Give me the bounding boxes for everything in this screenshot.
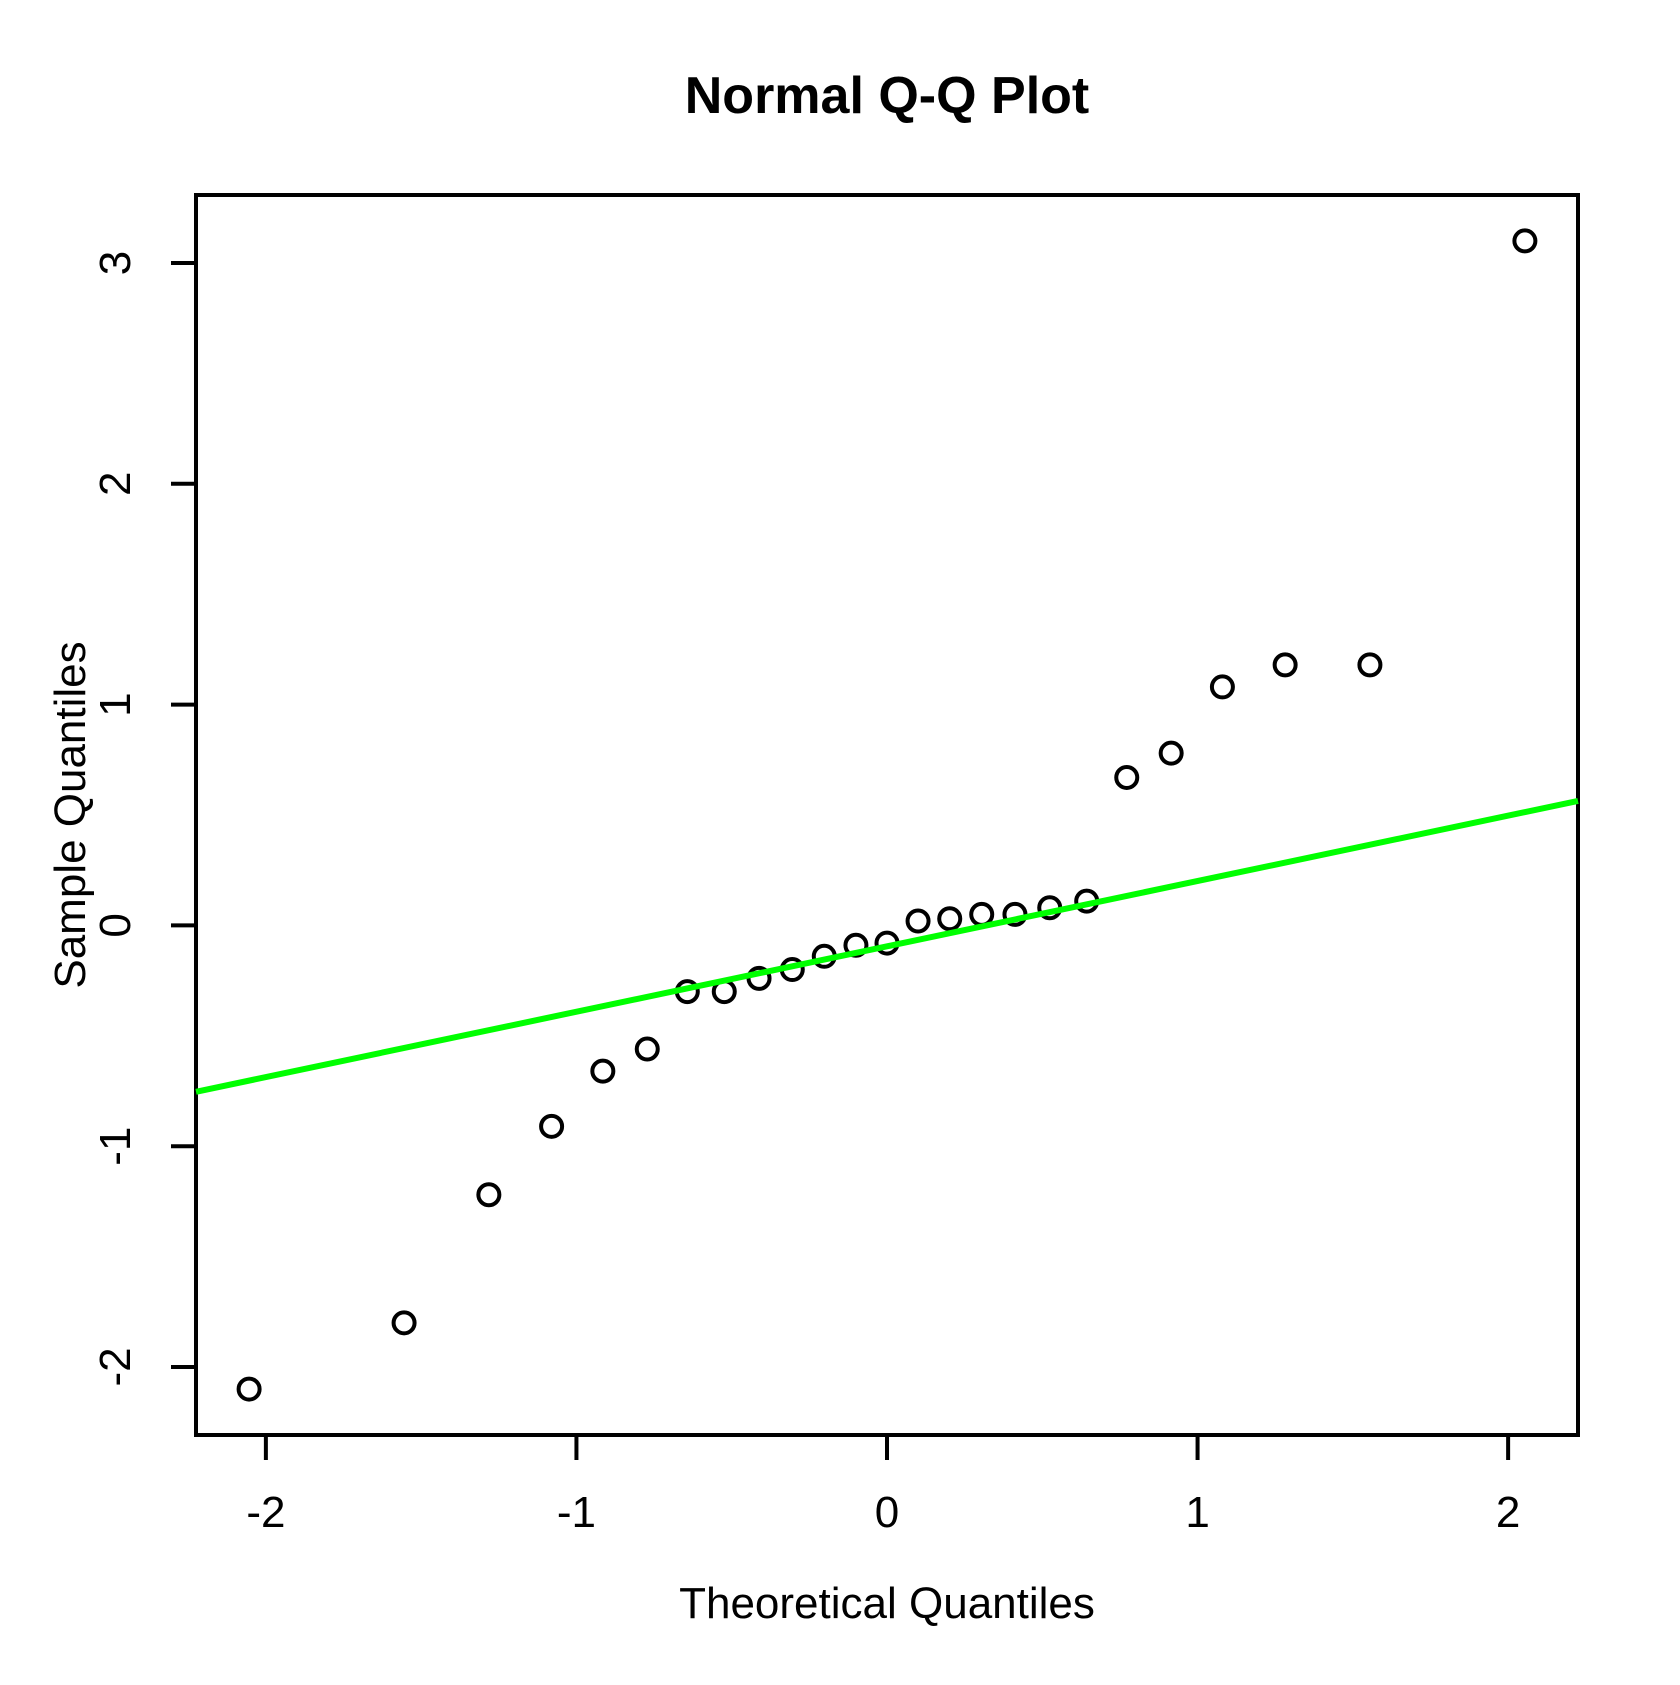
plot-layer: -2 -1 0 1 2 -2 -1 0 1 2 3 <box>91 193 1580 1537</box>
y-axis-label: Sample Quantiles <box>46 641 95 988</box>
x-tick-label: 2 <box>1496 1488 1520 1537</box>
data-point <box>590 1058 616 1084</box>
data-point <box>1357 652 1383 678</box>
data-point <box>937 906 963 932</box>
data-point <box>1272 652 1298 678</box>
x-tick-label: -1 <box>557 1488 596 1537</box>
y-tick-label: 0 <box>91 913 140 937</box>
data-point <box>1209 674 1235 700</box>
chart-title: Normal Q-Q Plot <box>685 67 1089 125</box>
data-point <box>476 1182 502 1208</box>
data-point <box>1512 228 1538 254</box>
data-point <box>391 1310 417 1336</box>
y-tick-label: 3 <box>91 251 140 275</box>
data-point <box>539 1113 565 1139</box>
data-point <box>236 1376 262 1402</box>
y-tick-label: -2 <box>91 1347 140 1386</box>
data-point <box>1158 740 1184 766</box>
data-point <box>634 1036 660 1062</box>
data-point <box>969 901 995 927</box>
x-tick-label: 0 <box>875 1488 899 1537</box>
y-tick-label: 1 <box>91 692 140 716</box>
x-axis-label: Theoretical Quantiles <box>679 1579 1095 1628</box>
plot-box <box>194 193 1580 1437</box>
data-point <box>905 908 931 934</box>
data-point <box>1114 764 1140 790</box>
y-tick-label: 2 <box>91 472 140 496</box>
x-tick-label: -2 <box>246 1488 285 1537</box>
x-tick-label: 1 <box>1185 1488 1209 1537</box>
y-tick-label: -1 <box>91 1127 140 1166</box>
qq-reference-line <box>195 798 1579 1095</box>
